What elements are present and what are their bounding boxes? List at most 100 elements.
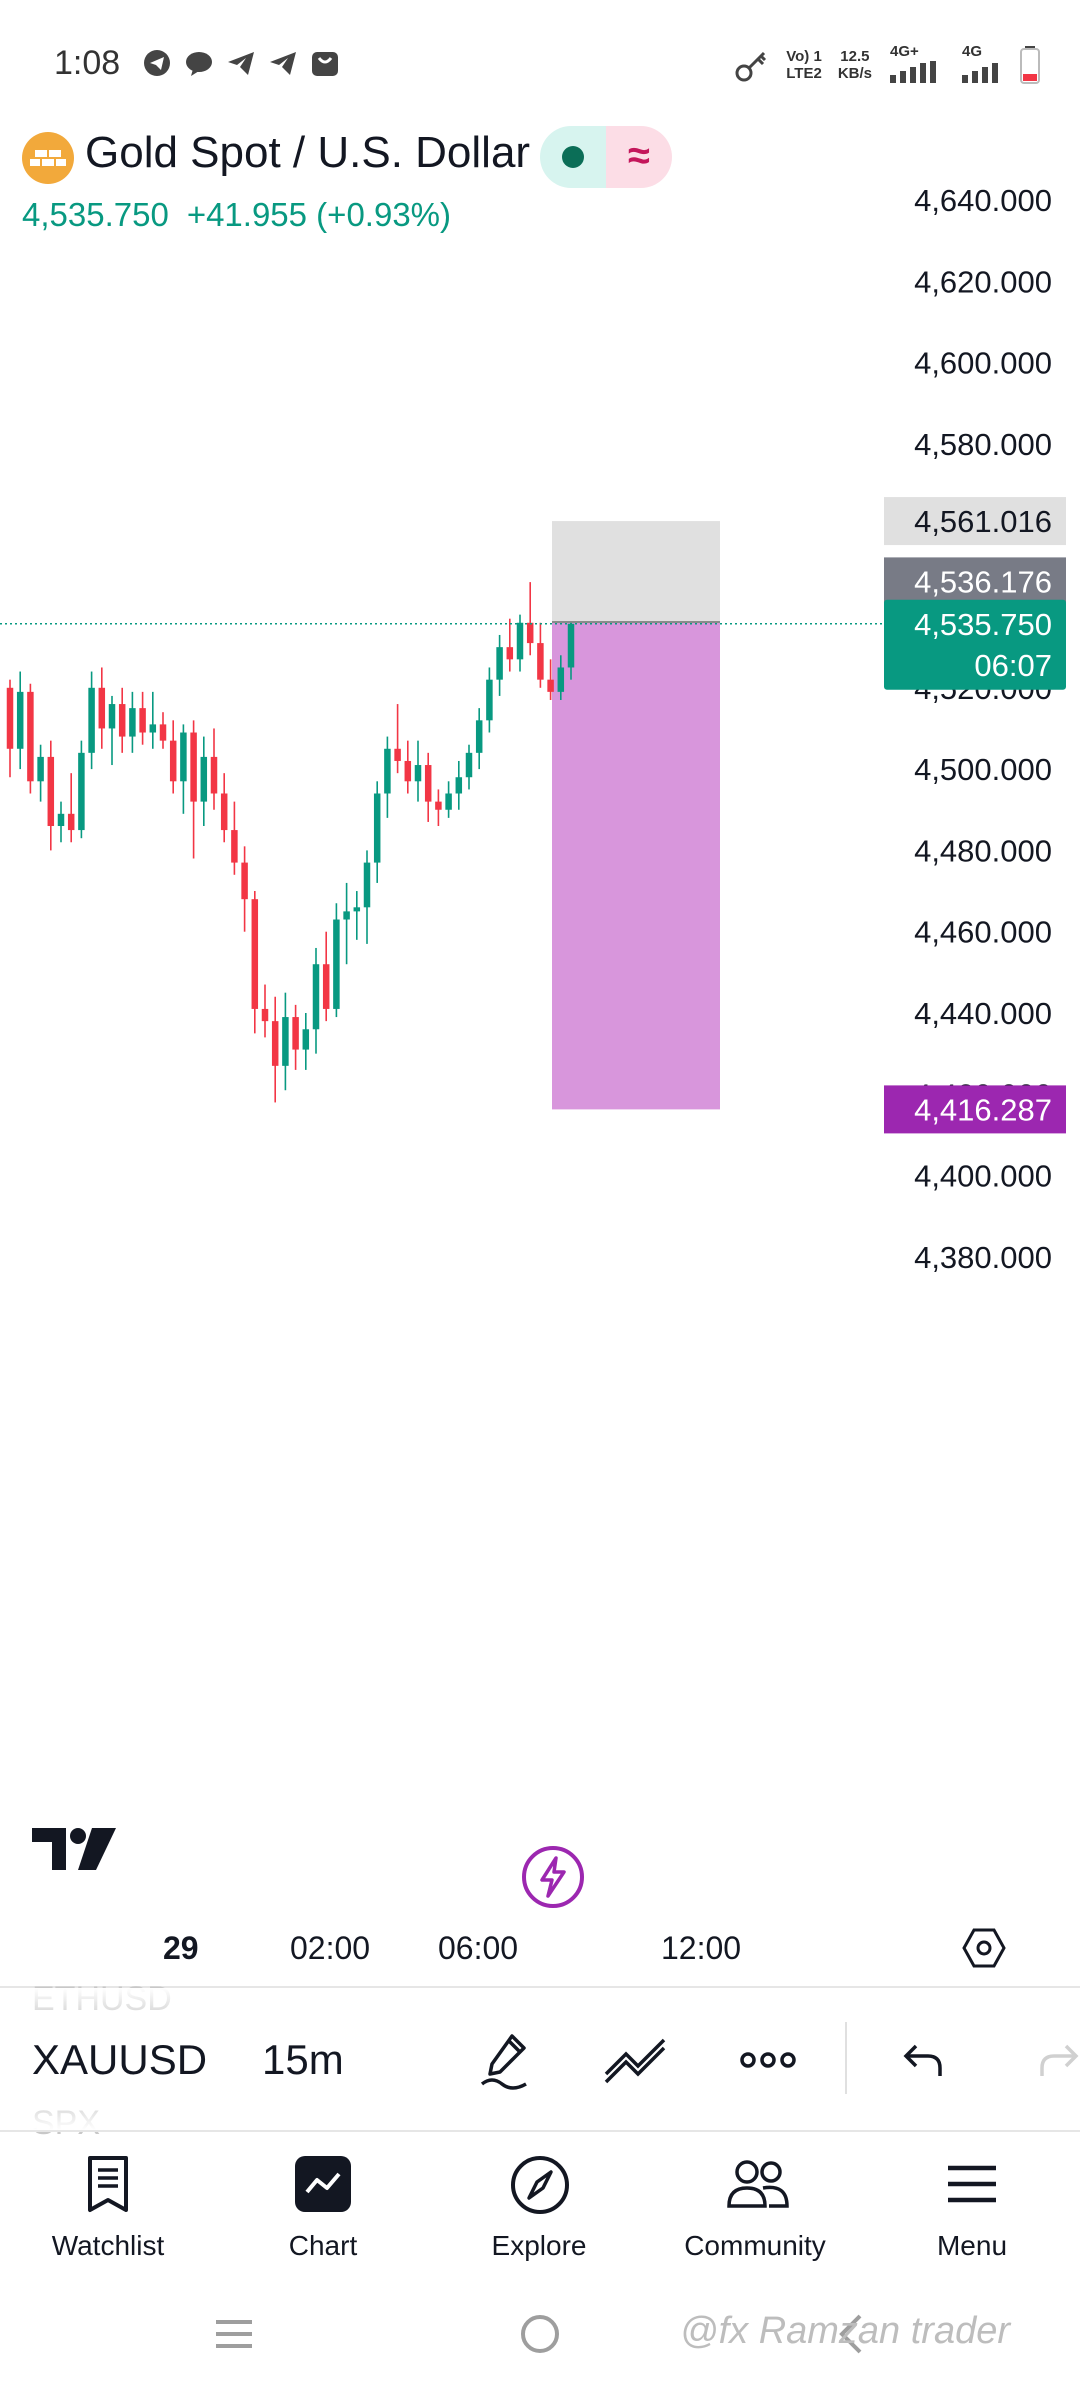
draw-pen-icon[interactable] <box>478 2030 538 2090</box>
candle <box>220 773 228 843</box>
candle <box>373 781 381 883</box>
price-tick-label: 4,580.000 <box>914 427 1052 462</box>
nav-explore[interactable]: Explore <box>439 2148 639 2268</box>
nav-chart-label: Chart <box>288 2230 358 2261</box>
candle-body <box>435 801 442 810</box>
nav-explore-label: Explore <box>491 2230 587 2261</box>
candle-body <box>220 793 228 831</box>
candle <box>394 704 401 774</box>
candle-body <box>363 862 371 908</box>
overlay-watermark: @fx Ramzan trader <box>680 2310 1011 2352</box>
candle-body <box>169 740 177 782</box>
menu-icon <box>948 2165 996 2203</box>
system-navigation-bar <box>0 2290 1080 2392</box>
candle-body <box>78 752 85 831</box>
nav-watchlist[interactable]: Watchlist <box>8 2148 208 2268</box>
candle <box>557 655 565 700</box>
recent-apps-icon[interactable] <box>212 2314 256 2354</box>
candle <box>506 618 514 672</box>
candle <box>129 691 136 753</box>
candle-body <box>475 720 483 753</box>
nav-community[interactable]: Community <box>655 2148 855 2268</box>
chart-settings-icon[interactable] <box>962 1926 1006 1970</box>
candle-body <box>159 724 167 741</box>
candle-body <box>210 756 218 794</box>
undo-icon[interactable] <box>902 2040 946 2080</box>
signal-bars-icon-2 <box>962 63 998 83</box>
last-price-badge: 4,535.750 <box>914 607 1052 642</box>
candle <box>16 671 24 770</box>
price-tick-label: 4,440.000 <box>914 996 1052 1031</box>
delayed-data-icon: ≈ <box>606 126 672 188</box>
candle-body <box>414 765 422 782</box>
candle <box>567 622 575 680</box>
symbol-selector[interactable]: XAUUSD <box>32 2036 208 2083</box>
candle-body <box>455 777 463 794</box>
price-chart[interactable]: 4,640.0004,620.0004,600.0004,580.0004,52… <box>0 130 1080 1890</box>
battery-icon <box>1020 46 1040 84</box>
price-change: +41.955 (+0.93%) <box>186 196 452 233</box>
candle-body <box>139 708 146 733</box>
back-icon[interactable] <box>836 2312 866 2356</box>
entry-price-badge-bg <box>884 557 1066 606</box>
candle <box>435 789 442 827</box>
nav-chart[interactable]: Chart <box>223 2148 423 2268</box>
redo-icon[interactable] <box>1036 2040 1080 2080</box>
status-bar: 1:08 Vo) 1 LTE2 12.5 KB/s 4G+ 4G <box>0 0 1080 130</box>
status-right: Vo) 1 LTE2 12.5 KB/s 4G+ 4G <box>734 40 1040 90</box>
candle-body <box>180 732 187 782</box>
more-dots-icon[interactable] <box>738 2046 798 2074</box>
candle <box>465 744 473 790</box>
candle <box>333 903 340 1018</box>
gold-bars-icon <box>22 132 74 184</box>
candle-body <box>200 756 208 802</box>
status-time: 1:08 <box>54 44 121 82</box>
price-tick-label: 4,640.000 <box>914 183 1052 218</box>
candle-body <box>231 830 238 863</box>
candle-body <box>384 748 391 794</box>
last-price-badge-bg <box>884 599 1066 690</box>
telegram-notification-icon <box>144 50 170 76</box>
candle <box>57 801 65 843</box>
candle-body <box>445 793 452 810</box>
flash-icon[interactable] <box>522 1846 584 1908</box>
candle <box>363 850 371 944</box>
symbol-title[interactable]: Gold Spot / U.S. Dollar <box>85 128 531 177</box>
candle-body <box>526 622 534 644</box>
candle <box>322 931 330 1022</box>
position-tool[interactable] <box>552 521 720 1110</box>
candle <box>537 622 544 688</box>
candle-body <box>108 704 116 729</box>
candle <box>78 740 85 839</box>
time-label-29: 29 <box>163 1930 199 1966</box>
candle-body <box>516 622 524 660</box>
nav-menu[interactable]: Menu <box>872 2148 1072 2268</box>
candle <box>547 659 554 700</box>
candle-body <box>27 691 34 782</box>
candle <box>486 667 493 733</box>
candle-body <box>118 704 126 737</box>
interval-selector[interactable]: 15m <box>262 2036 344 2083</box>
loss-zone <box>552 622 720 1110</box>
telegram-icon <box>228 52 254 75</box>
home-icon[interactable] <box>518 2312 562 2356</box>
candle <box>88 671 95 770</box>
market-status-pill[interactable]: ≈ <box>540 126 672 188</box>
time-label-0600: 06:00 <box>438 1930 519 1966</box>
candle-body <box>251 899 259 1009</box>
market-open-indicator <box>540 126 606 188</box>
candle <box>98 667 106 749</box>
candle-body <box>353 907 361 912</box>
nav-community-label: Community <box>684 2230 826 2261</box>
sl-price-badge-bg <box>884 1085 1066 1134</box>
price-axis[interactable]: 4,640.0004,620.0004,600.0004,580.0004,52… <box>884 183 1066 1275</box>
candle <box>282 992 289 1091</box>
trend-lines-icon[interactable] <box>602 2032 670 2088</box>
candle-body <box>465 752 473 778</box>
candle <box>190 720 197 859</box>
chart-icon <box>295 2156 351 2212</box>
candle <box>241 846 248 932</box>
candle-body <box>547 679 554 692</box>
candle-body <box>486 679 493 721</box>
price-tick-label: 4,480.000 <box>914 833 1052 868</box>
